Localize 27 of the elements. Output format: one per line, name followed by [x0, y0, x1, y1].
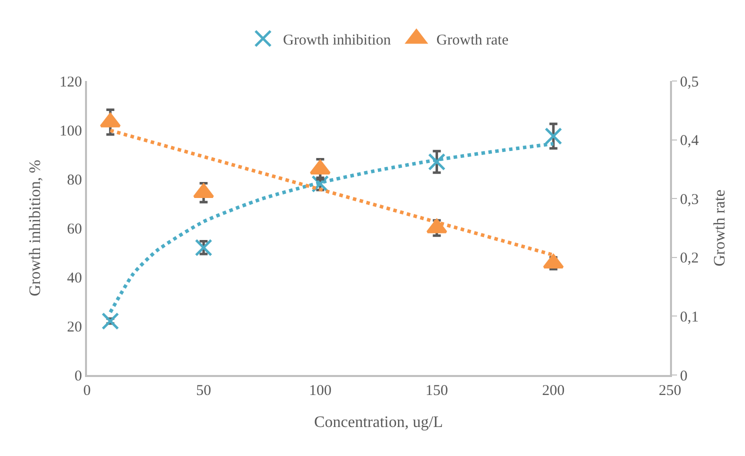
x-tick-label: 50 — [196, 383, 212, 399]
y2-tick-label: 0,3 — [680, 192, 699, 208]
y-tick-label: 0 — [74, 368, 82, 384]
x-tick-label: 200 — [542, 383, 565, 399]
y-tick-label: 120 — [60, 74, 82, 90]
y2-tick-label: 0 — [680, 368, 688, 384]
point — [102, 312, 120, 330]
legend-label: Growth rate — [436, 32, 509, 48]
x-tick-label: 100 — [308, 383, 332, 399]
y-axis-title: Growth inhibition, % — [26, 160, 44, 296]
legend-label: Growth inhibition — [283, 32, 392, 48]
y2-tick-label: 0,5 — [680, 74, 699, 90]
x-tick-label: 250 — [658, 383, 682, 399]
y2-tick-label: 0,1 — [680, 309, 699, 326]
y-tick-label: 80 — [67, 172, 82, 188]
y-tick-label: 40 — [67, 270, 82, 286]
y2-tick-label: 0,4 — [680, 133, 700, 150]
y2-axis-title: Growth rate — [711, 190, 728, 266]
point — [428, 153, 446, 171]
y-tick-label: 20 — [67, 319, 82, 336]
point — [194, 238, 212, 256]
y-tick-label: 100 — [60, 123, 82, 140]
x-tick-label: 150 — [426, 383, 448, 399]
y-tick-label: 60 — [67, 221, 82, 238]
x-axis-title: Concentration, ug/L — [314, 414, 443, 432]
y2-tick-label: 0,2 — [680, 250, 699, 267]
point — [544, 127, 562, 145]
